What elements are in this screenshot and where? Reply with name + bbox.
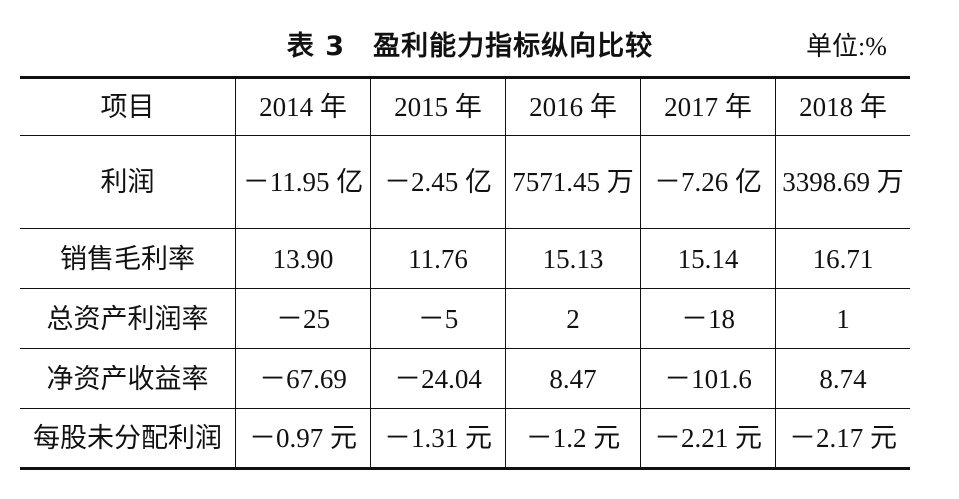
value-cell: 2 — [505, 288, 641, 349]
value-cell: －1.31 元 — [370, 408, 506, 469]
value-cell: 13.90 — [235, 228, 371, 289]
value-cell: 1 — [775, 288, 910, 349]
header-cell: 2017 年 — [640, 77, 776, 136]
value-cell: 11.76 — [370, 228, 506, 289]
row-label: 每股未分配利润 — [20, 408, 236, 469]
value-cell: 15.14 — [640, 228, 776, 289]
value-cell: 8.47 — [505, 348, 641, 409]
row-label: 利润 — [20, 135, 236, 229]
value-cell: 8.74 — [775, 348, 910, 409]
header-cell: 2018 年 — [775, 77, 910, 136]
row-label: 销售毛利率 — [20, 228, 236, 289]
value-cell: －0.97 元 — [235, 408, 371, 469]
row-label: 净资产收益率 — [20, 348, 236, 409]
table-row: 项目 2014 年 2015 年 2016 年 2017 年 2018 年 — [20, 77, 910, 136]
value-cell: －5 — [370, 288, 506, 349]
value-cell: 15.13 — [505, 228, 641, 289]
table-row: 销售毛利率 13.90 11.76 15.13 15.14 16.71 — [20, 228, 910, 289]
table-row: 净资产收益率 －67.69 －24.04 8.47 －101.6 8.74 — [20, 348, 910, 409]
value-cell: －2.45 亿 — [370, 135, 506, 229]
header-cell: 2014 年 — [235, 77, 371, 136]
value-cell: －2.17 元 — [775, 408, 910, 469]
value-cell: －24.04 — [370, 348, 506, 409]
value-cell: 7571.45 万 — [505, 135, 641, 229]
header-cell: 2015 年 — [370, 77, 506, 136]
header-cell: 2016 年 — [505, 77, 641, 136]
unit-label: 单位:% — [806, 32, 887, 61]
value-cell: 16.71 — [775, 228, 910, 289]
value-cell: －25 — [235, 288, 371, 349]
value-cell: －11.95 亿 — [235, 135, 371, 229]
table-row: 总资产利润率 －25 －5 2 －18 1 — [20, 288, 910, 349]
value-cell: －67.69 — [235, 348, 371, 409]
value-cell: －101.6 — [640, 348, 776, 409]
table-title: 表 3 盈利能力指标纵向比较 — [286, 31, 654, 62]
table-row: 每股未分配利润 －0.97 元－1.31 元－1.2 元－2.21 元－2.17 … — [20, 408, 910, 469]
value-cell: 3398.69 万 — [775, 135, 910, 229]
value-cell: －1.2 元 — [505, 408, 641, 469]
value-cell: －7.26 亿 — [640, 135, 776, 229]
value-cell: －18 — [640, 288, 776, 349]
header-cell: 项目 — [20, 77, 236, 136]
value-cell: －2.21 元 — [640, 408, 776, 469]
data-table: 项目 2014 年 2015 年 2016 年 2017 年 2018 年利润 －11.95… — [20, 76, 910, 470]
row-label: 总资产利润率 — [20, 288, 236, 349]
table-row: 利润 －11.95 亿－2.45 亿 7571.45 万－7.26 亿 3398.69… — [20, 135, 910, 229]
